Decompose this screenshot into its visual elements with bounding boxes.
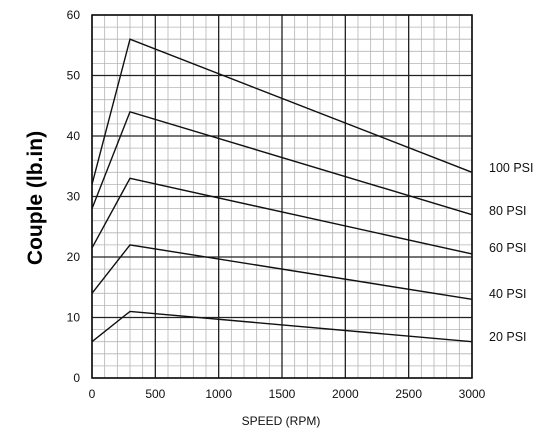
y-tick-label: 30	[67, 190, 81, 204]
x-tick-label: 2500	[395, 387, 422, 401]
y-tick-label: 20	[67, 250, 81, 264]
series-label: 100 PSI	[489, 161, 533, 175]
y-tick-label: 60	[67, 8, 81, 22]
y-tick-label: 0	[73, 371, 80, 385]
series-line	[91, 177, 473, 255]
series-line	[91, 244, 473, 301]
y-axis-label: Couple (lb.in)	[24, 131, 47, 265]
series-lines	[91, 38, 473, 343]
y-tick-label: 50	[67, 69, 81, 83]
series-label: 80 PSI	[489, 204, 527, 218]
y-tick-labels: 0 10 20 30 40 50 60	[67, 8, 81, 385]
series-label: 40 PSI	[489, 287, 527, 301]
series-label: 20 PSI	[489, 330, 527, 344]
plot-frame	[91, 14, 473, 379]
y-tick-label: 10	[67, 311, 81, 325]
x-tick-label: 500	[145, 387, 165, 401]
series-line	[91, 38, 473, 185]
grid	[91, 14, 473, 379]
x-tick-label: 1500	[269, 387, 296, 401]
x-tick-label: 1000	[205, 387, 232, 401]
axes	[91, 14, 473, 379]
series-line	[91, 310, 473, 343]
series-labels: 100 PSI 80 PSI 60 PSI 40 PSI 20 PSI	[489, 161, 533, 344]
x-axis-label: SPEED (RPM)	[242, 414, 321, 428]
x-tick-label: 3000	[459, 387, 486, 401]
series-line	[91, 110, 473, 216]
series-label: 60 PSI	[489, 241, 527, 255]
x-tick-labels: 0 500 1000 1500 2000 2500 3000	[89, 387, 486, 401]
x-tick-label: 0	[89, 387, 96, 401]
x-tick-label: 2000	[332, 387, 359, 401]
y-tick-label: 40	[67, 129, 81, 143]
